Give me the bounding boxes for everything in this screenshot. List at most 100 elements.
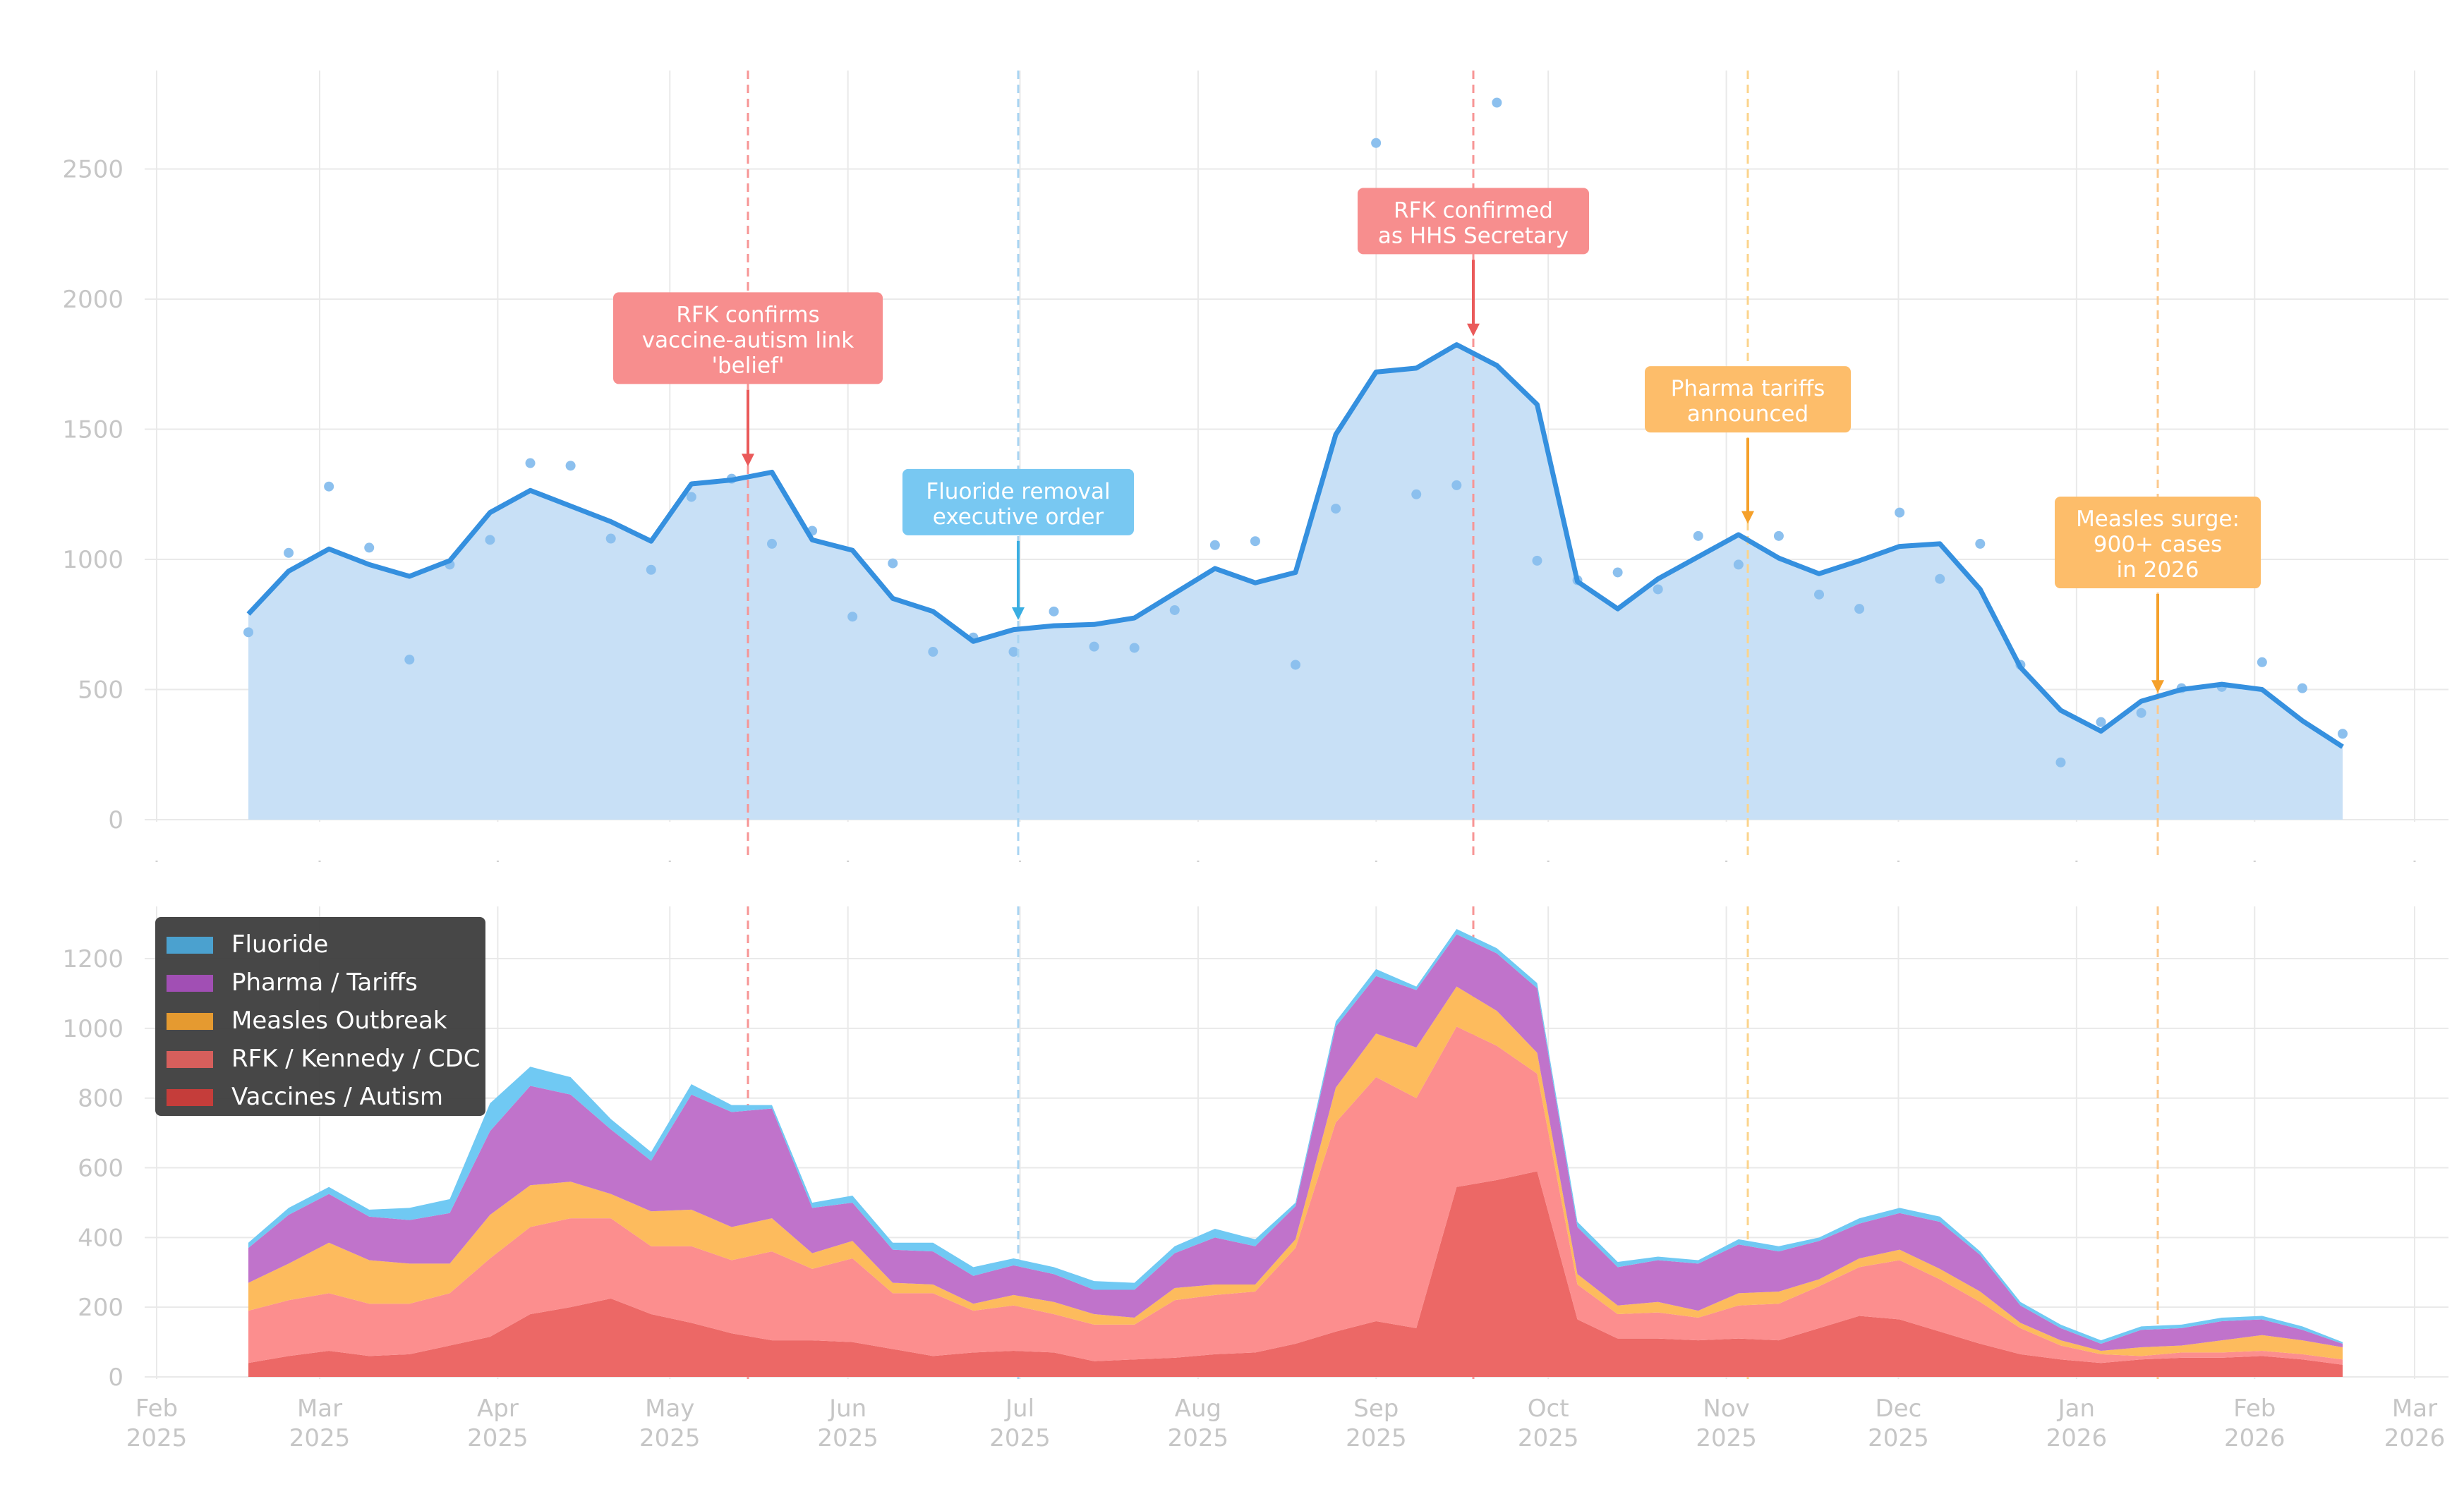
stack-area-rfk-kennedy-cdc	[248, 1026, 2343, 1365]
scatter-point	[485, 535, 495, 545]
stack-area-vaccines-autism	[248, 1171, 2343, 1377]
annotation-box	[2055, 497, 2261, 589]
scatter-point	[1814, 589, 1824, 600]
legend-label: Fluoride	[231, 930, 328, 959]
scatter-point	[1209, 540, 1220, 550]
annotation-arrowhead	[742, 454, 754, 467]
scatter-point	[1895, 507, 1905, 518]
scatter-point	[1250, 536, 1260, 547]
y-tick-label-bottom: 0	[108, 1364, 123, 1392]
legend-swatch	[167, 937, 213, 954]
scatter-point	[364, 542, 375, 553]
scatter-point	[1089, 641, 1099, 652]
annotation-arrowhead	[1012, 607, 1025, 620]
x-tick-label-year: 2025	[817, 1424, 878, 1452]
scatter-point	[1129, 643, 1140, 653]
x-tick-label-year: 2025	[1868, 1424, 1929, 1452]
x-tick-label-month: Oct	[1528, 1395, 1569, 1423]
scatter-point	[767, 538, 777, 549]
scatter-point	[686, 492, 696, 502]
x-tick-label-year: 2025	[467, 1424, 529, 1452]
scatter-point	[1492, 97, 1502, 108]
x-tick-label-month: Jul	[1004, 1395, 1034, 1423]
scatter-point	[2055, 757, 2066, 767]
x-tick-label-month: Aug	[1175, 1395, 1221, 1423]
annotation-box	[902, 468, 1134, 535]
y-tick-label-bottom: 400	[78, 1224, 123, 1252]
scatter-point	[284, 547, 294, 558]
legend-label: Vaccines / Autism	[231, 1083, 443, 1111]
x-tick-label-year: 2026	[2384, 1424, 2446, 1452]
volume-area-fill	[248, 344, 2343, 820]
scatter-point	[1008, 647, 1019, 657]
scatter-point	[1331, 504, 1341, 514]
y-tick-label-top: 500	[78, 676, 123, 705]
y-tick-label-bottom: 200	[78, 1294, 123, 1322]
scatter-point	[1653, 584, 1663, 595]
scatter-point	[404, 655, 415, 665]
scatter-point	[2096, 717, 2106, 727]
legend-label: RFK / Kennedy / CDC	[231, 1045, 481, 1073]
x-axis: Feb2025Mar2025Apr2025May2025Jun2025Jul20…	[126, 1395, 2446, 1452]
x-tick-label-month: Apr	[477, 1395, 519, 1423]
x-tick-label-year: 2025	[1518, 1424, 1579, 1452]
x-tick-label-month: Dec	[1876, 1395, 1922, 1423]
scatter-point	[1975, 538, 1986, 549]
scatter-point	[1169, 605, 1180, 615]
scatter-point	[1733, 559, 1744, 570]
scatter-point	[847, 612, 858, 622]
x-tick-label-year: 2025	[289, 1424, 351, 1452]
annotation-text: 900+ cases	[2094, 532, 2222, 557]
scatter-point	[1935, 573, 1945, 584]
scatter-point	[565, 461, 576, 471]
x-tick-label-month: Jan	[2057, 1395, 2095, 1423]
x-tick-label-year: 2025	[1168, 1424, 1229, 1452]
annotation-text: 'belief'	[711, 353, 784, 378]
y-tick-label-top: 1000	[62, 546, 123, 574]
top-panel-volume-chart: 0 500 1000 1500 2000 2500 RFK confirmsvaccine-…	[62, 71, 2448, 862]
annotation-text: Fluoride removal	[926, 479, 1110, 504]
x-tick-label-year: 2026	[2224, 1424, 2285, 1452]
scatter-point	[2136, 707, 2146, 718]
scatter-point	[888, 558, 898, 569]
scatter-point	[1612, 567, 1623, 578]
x-tick-label-month: Nov	[1703, 1395, 1749, 1423]
y-tick-label-top: 2000	[62, 286, 123, 314]
scatter-point	[2297, 683, 2307, 693]
legend-swatch	[167, 1089, 213, 1106]
volume-line	[246, 342, 2344, 749]
annotation-box	[1645, 366, 1851, 433]
x-tick-label-month: Feb	[135, 1395, 178, 1423]
annotation-text: RFK confirmed	[1394, 198, 1553, 223]
scatter-point	[2338, 729, 2348, 739]
scatter-point	[324, 481, 334, 492]
scatter-point	[646, 564, 656, 575]
y-tick-label-top: 2500	[62, 156, 123, 184]
scatter-point	[2257, 657, 2267, 667]
scatter-point	[525, 458, 536, 468]
x-tick-label-year: 2025	[1346, 1424, 1407, 1452]
chart-legend: Fluoride Pharma / Tariffs Measles Outbreak…	[155, 917, 485, 1116]
annotation-text: vaccine-autism link	[642, 327, 854, 353]
legend-label: Measles Outbreak	[231, 1007, 447, 1035]
stack-area-pharma-tariffs	[248, 934, 2343, 1351]
y-tick-label-top: 1500	[62, 416, 123, 444]
scatter-point	[1854, 604, 1865, 614]
bottom-panel-topic-stack: 0 200 400 600 800 1000 1200	[62, 906, 2448, 1392]
scatter-point	[1411, 489, 1422, 499]
x-tick-label-month: Jun	[828, 1395, 866, 1423]
x-tick-label-month: Mar	[2392, 1395, 2437, 1423]
annotation-text: executive order	[933, 504, 1104, 530]
scatter-point	[1451, 480, 1462, 490]
legend-box	[155, 917, 485, 1116]
scatter-point	[243, 627, 253, 638]
legend-label: Pharma / Tariffs	[231, 968, 418, 997]
scatter-point	[1371, 138, 1382, 148]
annotation-text: announced	[1687, 401, 1808, 427]
y-tick-label-bottom: 800	[78, 1085, 123, 1113]
y-tick-label-top: 0	[108, 806, 123, 834]
scatter-point	[928, 647, 938, 657]
x-tick-label-year: 2025	[639, 1424, 701, 1452]
annotation-arrowhead	[1467, 323, 1480, 336]
